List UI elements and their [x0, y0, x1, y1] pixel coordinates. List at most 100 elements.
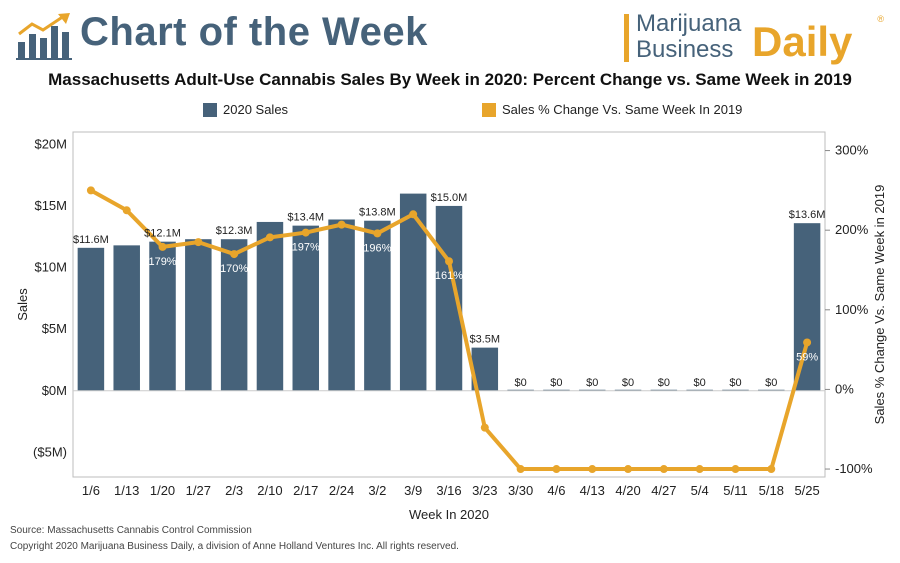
bar-data-label: $12.1M: [144, 228, 181, 240]
pct-point: [301, 228, 310, 237]
logo-daily: Daily: [752, 18, 853, 65]
bar: [793, 223, 821, 391]
logo-registered-mark: ®: [877, 14, 884, 24]
pct-data-label: 196%: [363, 242, 391, 254]
source-note: Source: Massachusetts Cannabis Control C…: [10, 525, 252, 536]
pct-point: [86, 186, 95, 195]
pct-data-label: 59%: [796, 351, 818, 363]
legend-item-sales: 2020 Sales: [203, 102, 288, 117]
x-tick-label: 1/6: [82, 483, 100, 498]
x-tick-label: 1/27: [186, 483, 211, 498]
x-tick-label: 1/13: [114, 483, 139, 498]
x-tick-label: 4/27: [651, 483, 676, 498]
pct-point: [158, 242, 167, 251]
copyright-note: Copyright 2020 Marijuana Business Daily,…: [10, 541, 459, 552]
x-tick-label: 1/20: [150, 483, 175, 498]
x-tick-label: 5/11: [723, 483, 747, 498]
bar-data-label: $13.6M: [789, 209, 826, 221]
x-tick-label: 3/9: [404, 483, 422, 498]
x-tick-label: 2/24: [329, 483, 354, 498]
bar: [185, 239, 212, 391]
x-axis-title: Week In 2020: [409, 507, 489, 522]
bar-data-label: $0: [622, 377, 634, 389]
pct-point: [731, 465, 740, 474]
pct-point: [337, 220, 346, 229]
x-tick-label: 4/20: [615, 483, 640, 498]
bar: [364, 220, 391, 391]
bar-data-label: $15.0M: [431, 192, 468, 204]
legend-swatch-pct: [482, 102, 496, 117]
x-tick-label: 3/2: [368, 483, 386, 498]
x-tick-label: 4/13: [580, 483, 605, 498]
pct-data-label: 161%: [435, 270, 463, 282]
bar-data-label: $0: [514, 377, 526, 389]
publisher-logo: Marijuana Business Daily ®: [624, 8, 884, 66]
logo-line-2: Business: [636, 36, 734, 63]
y-tick-label: $15M: [34, 198, 67, 213]
y-tick-label: ($5M): [33, 444, 67, 459]
y2-tick-label: 200%: [835, 222, 869, 237]
y-tick-label: $20M: [34, 136, 67, 151]
pct-point: [552, 465, 561, 474]
x-tick-label: 5/4: [691, 483, 709, 498]
bar-data-label: $3.5M: [470, 334, 501, 346]
legend: 2020 Sales Sales % Change Vs. Same Week …: [0, 102, 900, 122]
y2-axis-title: Sales % Change Vs. Same Week in 2019: [872, 185, 887, 425]
pct-point: [194, 238, 203, 247]
legend-swatch-sales: [203, 102, 217, 117]
x-tick-label: 4/6: [547, 483, 565, 498]
y-tick-label: $0M: [42, 383, 67, 398]
x-tick-label: 3/16: [436, 483, 461, 498]
pct-point: [480, 423, 489, 432]
bar: [220, 239, 248, 391]
plot-frame: [72, 131, 826, 478]
pct-point: [767, 465, 776, 474]
brand-title: Chart of the Week: [80, 10, 428, 54]
legend-label-sales: 2020 Sales: [223, 102, 289, 117]
bar-chart-trend-icon: [16, 13, 72, 60]
bar-data-label: $0: [729, 377, 741, 389]
x-tick-label: 2/3: [225, 483, 243, 498]
bar-data-label: $0: [765, 377, 777, 389]
logo-line-1: Marijuana: [636, 10, 742, 37]
pct-point: [659, 465, 668, 474]
bar-data-label: $12.3M: [216, 225, 253, 237]
bar: [292, 225, 320, 391]
bar-data-label: $0: [586, 377, 598, 389]
pct-data-label: 197%: [292, 242, 320, 254]
pct-point: [803, 338, 812, 347]
legend-item-pct: Sales % Change Vs. Same Week In 2019: [482, 102, 742, 117]
y2-tick-label: -100%: [835, 461, 873, 476]
combo-chart: ($5M) $0M $5M $10M $15M $20M -100% 0% 100% 200% 30…: [15, 131, 887, 522]
bar-data-label: $0: [658, 377, 670, 389]
header: Chart of the Week Marijuana Business Dai…: [0, 0, 900, 68]
chart-title: Massachusetts Adult-Use Cannabis Sales B…: [48, 70, 852, 89]
y2-tick-label: 0%: [835, 381, 854, 396]
pct-point: [695, 465, 704, 474]
x-tick-label: 3/23: [472, 483, 497, 498]
bar-data-label: $13.4M: [287, 212, 324, 224]
bar-data-label: $11.6M: [73, 234, 109, 246]
x-tick-label: 2/17: [293, 483, 318, 498]
x-tick-label: 2/10: [257, 483, 282, 498]
legend-label-pct: Sales % Change Vs. Same Week In 2019: [502, 102, 743, 117]
y-tick-label: $5M: [42, 321, 67, 336]
x-tick-label: 3/30: [508, 483, 533, 498]
bar: [113, 245, 140, 391]
pct-data-label: 170%: [220, 263, 248, 275]
pct-point: [624, 465, 633, 474]
pct-point: [445, 257, 453, 266]
pct-point: [230, 250, 239, 259]
y-tick-label: $10M: [34, 260, 67, 275]
x-tick-label: 5/18: [759, 483, 784, 498]
bar-data-label: $13.8M: [359, 207, 396, 219]
y2-tick-label: 100%: [835, 302, 869, 317]
logo-accent-bar: [624, 14, 629, 62]
x-tick-label: 5/25: [794, 483, 819, 498]
bar-data-label: $0: [694, 377, 706, 389]
pct-point: [588, 465, 597, 474]
pct-point: [122, 206, 131, 215]
pct-data-label: 179%: [148, 256, 176, 268]
bar: [149, 241, 176, 391]
bar: [256, 221, 284, 391]
